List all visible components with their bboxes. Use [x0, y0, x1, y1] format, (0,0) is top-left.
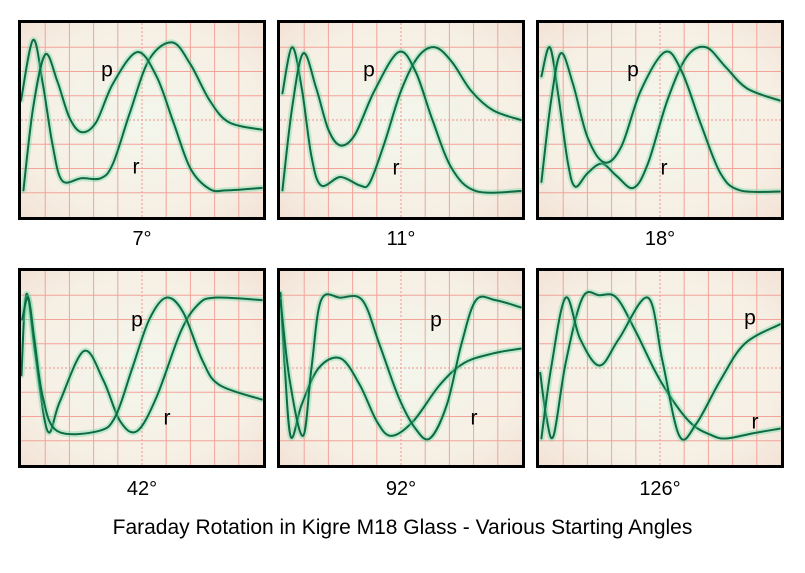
panel-caption: 126°	[639, 478, 681, 500]
trace-r	[21, 38, 263, 184]
scope-trace-plot: rp	[539, 271, 781, 465]
trace-p	[280, 293, 522, 441]
trace-label-r: r	[661, 157, 668, 180]
panel-caption: 7°	[132, 228, 152, 250]
trace-label-p: p	[744, 307, 756, 330]
trace-label-r: r	[393, 157, 400, 180]
trace-label-r: r	[164, 407, 171, 430]
trace-label-r: r	[752, 411, 759, 434]
trace-label-p: p	[430, 309, 442, 332]
trace-label-p: p	[131, 309, 143, 332]
trace-r	[281, 46, 522, 189]
trace-p	[21, 296, 263, 436]
scope-trace-plot: rp	[21, 23, 263, 217]
trace-label-r: r	[471, 407, 478, 430]
trace-r	[280, 291, 522, 439]
trace-glow-r	[21, 36, 263, 186]
trace-label-p: p	[101, 59, 113, 82]
scope-trace-plot: rp	[21, 271, 263, 465]
trace-label-p: p	[363, 59, 375, 82]
trace-glow-r	[280, 44, 522, 191]
panel-caption: 92°	[385, 478, 417, 500]
trace-r	[540, 45, 781, 190]
trace-p	[281, 50, 522, 194]
panel-caption: 42°	[126, 478, 158, 500]
trace-label-p: p	[627, 59, 639, 82]
scope-trace-plot: rp	[539, 23, 781, 217]
panel-caption: 11°	[386, 228, 416, 250]
figure-title: Faraday Rotation in Kigre M18 Glass - Va…	[112, 516, 693, 539]
trace-p	[540, 50, 781, 193]
scope-trace-plot: rp	[280, 23, 522, 217]
trace-label-r: r	[133, 156, 140, 179]
trace-glow-p	[280, 48, 522, 196]
trace-p	[22, 51, 263, 193]
scope-trace-plot: rp	[280, 271, 522, 465]
trace-r	[539, 290, 781, 440]
panel-caption: 18°	[644, 228, 676, 250]
trace-p	[540, 296, 781, 441]
